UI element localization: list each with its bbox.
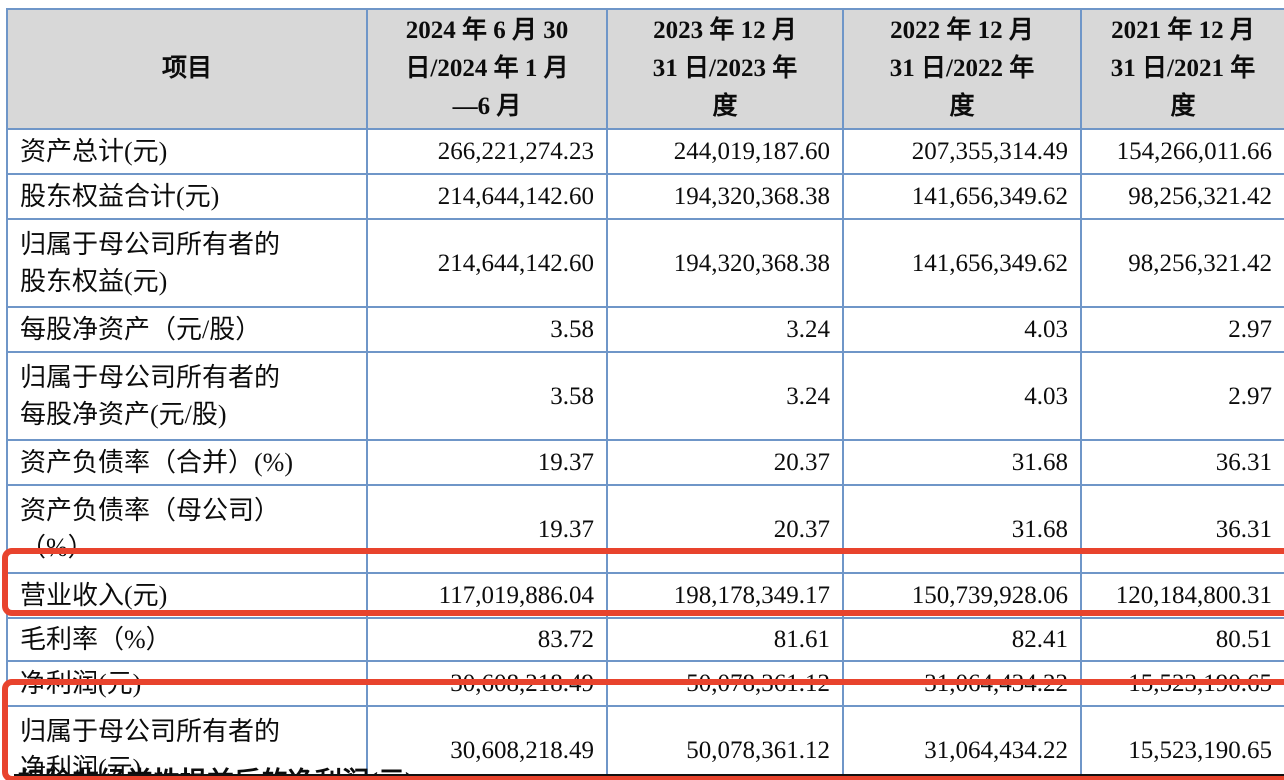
- table-row: 毛利率（%） 83.72 81.61 82.41 80.51: [6, 617, 1284, 662]
- value-cell: 81.61: [606, 617, 844, 662]
- value-cell: 15,523,190.65: [1080, 660, 1284, 707]
- table-row: 归属于母公司所有者的 股东权益(元) 214,644,142.60 194,320,…: [6, 218, 1284, 308]
- value-cell: 15,523,190.65: [1080, 705, 1284, 780]
- table-row: 归属于母公司所有者的 每股净资产(元/股) 3.58 3.24 4.03 2.97: [6, 351, 1284, 441]
- column-header-period: 2021 年 12 月 31 日/2021 年 度: [1080, 8, 1284, 130]
- row-label-cell: 每股净资产（元/股）: [6, 306, 368, 353]
- value-cell: 19.37: [366, 439, 608, 486]
- value-cell: 150,739,928.06: [842, 572, 1082, 619]
- table-row: 资产负债率（母公司） （%） 19.37 20.37 31.68 36.31: [6, 484, 1284, 574]
- table-row: 营业收入(元) 117,019,886.04 198,178,349.17 150,7…: [6, 572, 1284, 619]
- table-row: 资产负债率（合并）(%) 19.37 20.37 31.68 36.31: [6, 439, 1284, 486]
- row-label-cell: 归属于母公司所有者的 股东权益(元): [6, 218, 368, 308]
- table-row: 归属于母公司所有者的 净利润(元) 30,608,218.49 50,078,361…: [6, 705, 1284, 780]
- value-cell: 3.24: [606, 306, 844, 353]
- value-cell: 50,078,361.12: [606, 660, 844, 707]
- financial-summary-table-wrap: 项目 2024 年 6 月 30 日/2024 年 1 月 —6 月 2023 年 …: [6, 8, 1284, 780]
- row-label-cell: 毛利率（%）: [6, 617, 368, 662]
- row-label-cell: 营业收入(元): [6, 572, 368, 619]
- value-cell: 207,355,314.49: [842, 128, 1082, 175]
- column-header-period: 2022 年 12 月 31 日/2022 年 度: [842, 8, 1082, 130]
- value-cell: 4.03: [842, 351, 1082, 441]
- row-label-cell: 归属于母公司所有者的 每股净资产(元/股): [6, 351, 368, 441]
- value-cell: 36.31: [1080, 439, 1284, 486]
- column-header-period: 2024 年 6 月 30 日/2024 年 1 月 —6 月: [366, 8, 608, 130]
- value-cell: 194,320,368.38: [606, 218, 844, 308]
- value-cell: 20.37: [606, 439, 844, 486]
- value-cell: 198,178,349.17: [606, 572, 844, 619]
- cutoff-next-row-label: 扣除非经常性损益后的净利润(元): [18, 767, 718, 776]
- table-row: 净利润(元) 30,608,218.49 50,078,361.12 31,064,4…: [6, 660, 1284, 707]
- value-cell: 31.68: [842, 484, 1082, 574]
- value-cell: 19.37: [366, 484, 608, 574]
- value-cell: 120,184,800.31: [1080, 572, 1284, 619]
- row-label-cell: 净利润(元): [6, 660, 368, 707]
- value-cell: 30,608,218.49: [366, 705, 608, 780]
- row-label-cell: 股东权益合计(元): [6, 173, 368, 220]
- value-cell: 80.51: [1080, 617, 1284, 662]
- row-label-cell: 归属于母公司所有者的 净利润(元): [6, 705, 368, 780]
- value-cell: 266,221,274.23: [366, 128, 608, 175]
- value-cell: 31.68: [842, 439, 1082, 486]
- value-cell: 2.97: [1080, 306, 1284, 353]
- column-header-period: 2023 年 12 月 31 日/2023 年 度: [606, 8, 844, 130]
- row-label-cell: 资产总计(元): [6, 128, 368, 175]
- value-cell: 98,256,321.42: [1080, 218, 1284, 308]
- row-label-cell: 资产负债率（合并）(%): [6, 439, 368, 486]
- financial-summary-table: 项目 2024 年 6 月 30 日/2024 年 1 月 —6 月 2023 年 …: [6, 8, 1284, 780]
- value-cell: 141,656,349.62: [842, 173, 1082, 220]
- value-cell: 31,064,434.22: [842, 660, 1082, 707]
- value-cell: 31,064,434.22: [842, 705, 1082, 780]
- value-cell: 214,644,142.60: [366, 173, 608, 220]
- value-cell: 3.58: [366, 351, 608, 441]
- value-cell: 2.97: [1080, 351, 1284, 441]
- value-cell: 3.24: [606, 351, 844, 441]
- table-row: 股东权益合计(元) 214,644,142.60 194,320,368.38 141…: [6, 173, 1284, 220]
- cutoff-row-divider: [14, 774, 1284, 780]
- value-cell: 30,608,218.49: [366, 660, 608, 707]
- table-row: 资产总计(元) 266,221,274.23 244,019,187.60 207,3…: [6, 128, 1284, 175]
- header-row: 项目 2024 年 6 月 30 日/2024 年 1 月 —6 月 2023 年 …: [6, 8, 1284, 130]
- row-label-cell: 资产负债率（母公司） （%）: [6, 484, 368, 574]
- value-cell: 117,019,886.04: [366, 572, 608, 619]
- column-header-item: 项目: [6, 8, 368, 130]
- value-cell: 3.58: [366, 306, 608, 353]
- value-cell: 98,256,321.42: [1080, 173, 1284, 220]
- value-cell: 154,266,011.66: [1080, 128, 1284, 175]
- value-cell: 141,656,349.62: [842, 218, 1082, 308]
- value-cell: 194,320,368.38: [606, 173, 844, 220]
- value-cell: 244,019,187.60: [606, 128, 844, 175]
- value-cell: 50,078,361.12: [606, 705, 844, 780]
- table-row: 每股净资产（元/股） 3.58 3.24 4.03 2.97: [6, 306, 1284, 353]
- value-cell: 82.41: [842, 617, 1082, 662]
- value-cell: 83.72: [366, 617, 608, 662]
- value-cell: 20.37: [606, 484, 844, 574]
- value-cell: 36.31: [1080, 484, 1284, 574]
- value-cell: 214,644,142.60: [366, 218, 608, 308]
- value-cell: 4.03: [842, 306, 1082, 353]
